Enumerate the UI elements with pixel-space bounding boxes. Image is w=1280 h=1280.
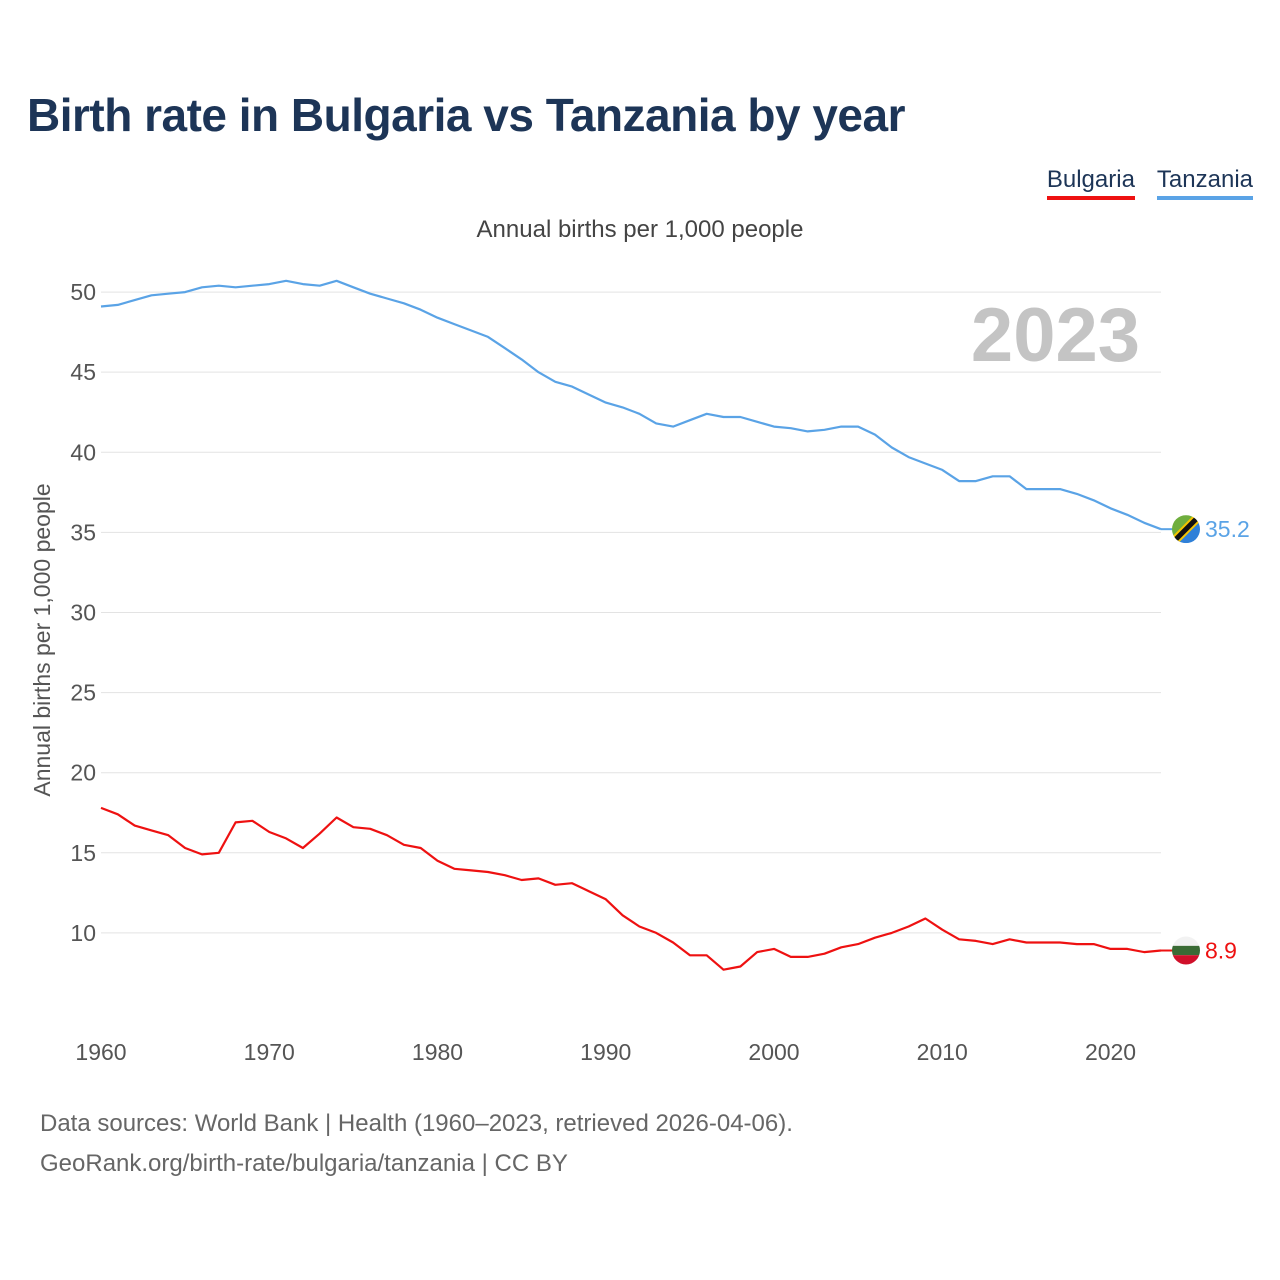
y-tick-label: 20 xyxy=(70,760,96,786)
x-axis-ticks: 1960 1970 1980 1990 2000 2010 2020 xyxy=(75,1039,1136,1065)
gridlines xyxy=(101,291,1161,934)
source-note: Data sources: World Bank | Health (1960–… xyxy=(40,1110,793,1137)
y-tick-label: 35 xyxy=(70,519,96,545)
legend-item-tanzania[interactable]: Tanzania xyxy=(1156,166,1253,200)
footer: Data sources: World Bank | Health (1960–… xyxy=(40,1104,793,1184)
x-tick-label: 1980 xyxy=(412,1039,463,1065)
y-tick-label: 40 xyxy=(70,439,96,465)
attribution-link[interactable]: GeoRank.org/birth-rate/bulgaria/tanzania… xyxy=(40,1150,568,1177)
flag-icon-bulgaria xyxy=(1172,936,1200,965)
series-line-bulgaria xyxy=(100,806,1162,971)
y-axis-label: Annual births per 1,000 people xyxy=(29,483,55,796)
y-tick-label: 50 xyxy=(70,279,96,305)
flag-icon-tanzania xyxy=(1172,515,1200,544)
chart-subtitle: Annual births per 1,000 people xyxy=(476,216,804,243)
x-tick-label: 2010 xyxy=(917,1039,968,1065)
series-line-tanzania xyxy=(100,279,1162,531)
end-value-label: 35.2 xyxy=(1205,516,1250,542)
y-tick-label: 25 xyxy=(70,680,96,706)
end-markers: 8.9 35.2 xyxy=(1161,515,1250,965)
x-tick-label: 2020 xyxy=(1085,1039,1136,1065)
y-tick-label: 45 xyxy=(70,359,96,385)
y-tick-label: 15 xyxy=(70,840,96,866)
y-tick-label: 30 xyxy=(70,599,96,625)
x-tick-label: 2000 xyxy=(748,1039,799,1065)
line-chart: 2023 10 15 20 25 30 35 40 45 50 1960 1970 1980 1990… xyxy=(29,279,1250,1065)
legend-item-bulgaria[interactable]: Bulgaria xyxy=(1046,166,1135,200)
year-watermark: 2023 xyxy=(971,293,1140,378)
series-group xyxy=(100,279,1162,971)
end-value-label: 8.9 xyxy=(1205,938,1237,964)
x-tick-label: 1960 xyxy=(75,1039,126,1065)
chart-title: Birth rate in Bulgaria vs Tanzania by ye… xyxy=(27,89,906,141)
x-tick-label: 1990 xyxy=(580,1039,631,1065)
y-tick-label: 10 xyxy=(70,920,96,946)
legend: Bulgaria Tanzania xyxy=(1046,166,1253,200)
x-tick-label: 1970 xyxy=(244,1039,295,1065)
y-axis-ticks: 10 15 20 25 30 35 40 45 50 xyxy=(70,279,96,946)
